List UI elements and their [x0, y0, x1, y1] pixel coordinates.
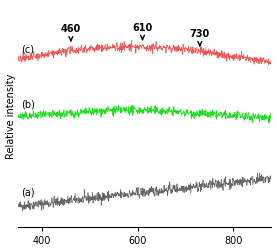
- Text: (c): (c): [21, 45, 34, 55]
- Text: 610: 610: [132, 23, 153, 39]
- Text: 460: 460: [61, 24, 81, 41]
- Y-axis label: Relative intensity: Relative intensity: [6, 74, 16, 159]
- Text: 730: 730: [190, 29, 210, 46]
- Text: (a): (a): [21, 187, 34, 198]
- Text: (b): (b): [21, 100, 35, 110]
